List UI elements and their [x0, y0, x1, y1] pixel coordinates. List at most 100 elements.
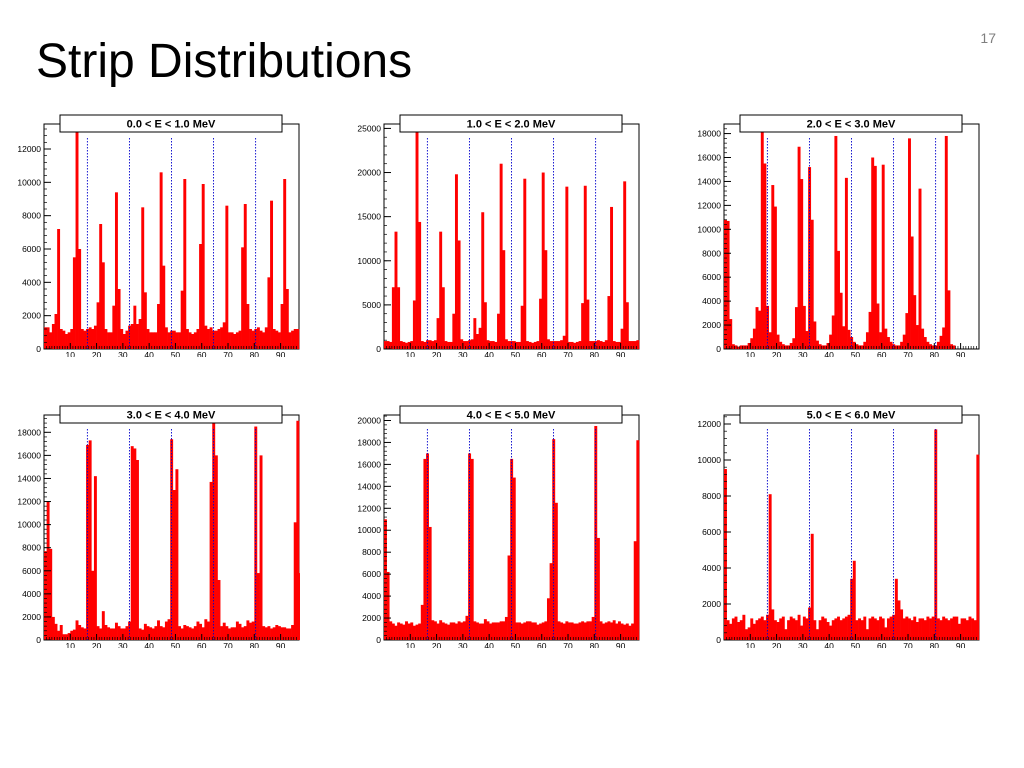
histogram-bar: [612, 341, 616, 349]
histogram-bar: [272, 329, 276, 349]
histogram-bar: [929, 344, 932, 349]
histogram-bar: [476, 334, 479, 349]
histogram-bar: [839, 620, 843, 640]
histogram-bar: [921, 618, 925, 640]
histogram-bar: [617, 341, 621, 349]
histogram-bar: [59, 625, 63, 640]
histogram-bar: [222, 322, 226, 349]
histogram-bar: [54, 623, 58, 640]
x-tick-label: 70: [223, 350, 233, 357]
histogram-bar: [196, 621, 200, 640]
histogram-bar: [523, 622, 527, 640]
y-tick-label: 6000: [22, 244, 41, 254]
histogram-bar: [589, 341, 592, 349]
histogram-panel-1: 0 2000 4000 6000 8000 10000 12000 10 20 30 40 50 60 7…: [0, 112, 300, 357]
histogram-bar: [262, 626, 266, 640]
histogram-bar: [847, 614, 851, 640]
histogram-bar: [431, 341, 435, 349]
histogram-bar: [183, 179, 187, 349]
histogram-bar: [868, 311, 872, 349]
x-tick-label: 60: [877, 350, 887, 357]
histogram-bar: [546, 598, 550, 640]
histogram-bar: [428, 340, 432, 349]
histogram-bar: [776, 622, 780, 640]
histogram-bar: [873, 165, 877, 349]
histogram-panel-4: 0 2000 4000 6000 8000 10000 12000 14000 16000 180…: [0, 403, 300, 648]
y-tick-label: 2000: [22, 311, 41, 321]
histogram-bar: [285, 289, 289, 349]
histogram-bar: [802, 616, 806, 640]
histogram-bar: [575, 341, 579, 349]
histogram-bar: [942, 616, 946, 640]
histogram-bar: [293, 329, 297, 349]
histogram-bar: [897, 600, 901, 640]
histogram-bar: [541, 622, 545, 640]
histogram-bar: [185, 626, 189, 640]
histogram-bar: [737, 346, 741, 349]
histogram-bar: [931, 345, 935, 349]
histogram-bar: [831, 315, 835, 349]
histogram-bar: [905, 313, 909, 349]
histogram-bar: [101, 611, 105, 640]
histogram-bar: [391, 287, 395, 349]
histogram-bar: [810, 533, 814, 640]
x-tick-label: 90: [616, 641, 626, 648]
histogram-bar: [436, 318, 440, 349]
histogram-bar: [114, 192, 118, 349]
x-tick-label: 30: [118, 641, 128, 648]
histogram-bar: [99, 224, 103, 349]
chart-title-box: [59, 114, 283, 133]
histogram-bar: [214, 455, 218, 640]
histogram-bar: [628, 341, 632, 349]
y-tick-label: 2000: [702, 599, 721, 609]
histogram-bar: [162, 627, 166, 640]
histogram-bar: [752, 328, 756, 349]
histogram-bar: [420, 604, 424, 640]
histogram-bar: [865, 629, 869, 640]
y-tick-label: 18000: [357, 437, 381, 447]
histogram-bar: [921, 328, 925, 349]
histogram-bar: [88, 327, 92, 349]
histogram-bar: [46, 327, 50, 349]
histogram-bar: [259, 455, 263, 640]
histogram-bar: [75, 620, 79, 640]
histogram-bar: [557, 621, 561, 640]
histogram-bar: [610, 206, 614, 349]
histogram-bar: [755, 620, 759, 640]
x-tick-label: 40: [824, 641, 834, 648]
histogram-bar: [494, 341, 498, 349]
histogram-bar: [520, 623, 524, 640]
histogram-bar: [452, 313, 456, 349]
histogram-bar: [225, 205, 229, 349]
histogram-bar: [918, 188, 922, 349]
histogram-bar: [507, 555, 511, 640]
x-tick-label: 20: [92, 350, 102, 357]
histogram-bar: [581, 303, 585, 349]
histogram-bar: [760, 127, 764, 349]
histogram-bar: [402, 341, 406, 349]
y-tick-label: 14000: [17, 473, 41, 483]
histogram-bar: [881, 618, 885, 640]
histogram-bar: [96, 302, 100, 349]
histogram-bar: [546, 339, 550, 349]
histogram-bar: [768, 494, 772, 640]
x-tick-label: 70: [223, 641, 233, 648]
x-tick-label: 40: [144, 350, 154, 357]
x-tick-label: 60: [197, 350, 207, 357]
histogram-bar: [573, 342, 577, 349]
histogram-bar: [426, 340, 429, 349]
histogram-bar: [544, 621, 548, 640]
histogram-bar: [389, 621, 393, 640]
histogram-bar: [837, 250, 840, 349]
histogram-bar: [146, 329, 150, 349]
histogram-bar: [515, 622, 519, 640]
histogram-bar: [436, 623, 440, 640]
histogram-bar: [99, 628, 103, 640]
x-tick-label: 90: [616, 350, 626, 357]
histogram-bar: [222, 622, 226, 640]
histogram-bar: [586, 299, 590, 349]
histogram-bar: [625, 302, 629, 349]
histogram-bar: [238, 330, 242, 349]
histogram-bar: [607, 621, 611, 640]
histogram-bar: [486, 621, 490, 640]
